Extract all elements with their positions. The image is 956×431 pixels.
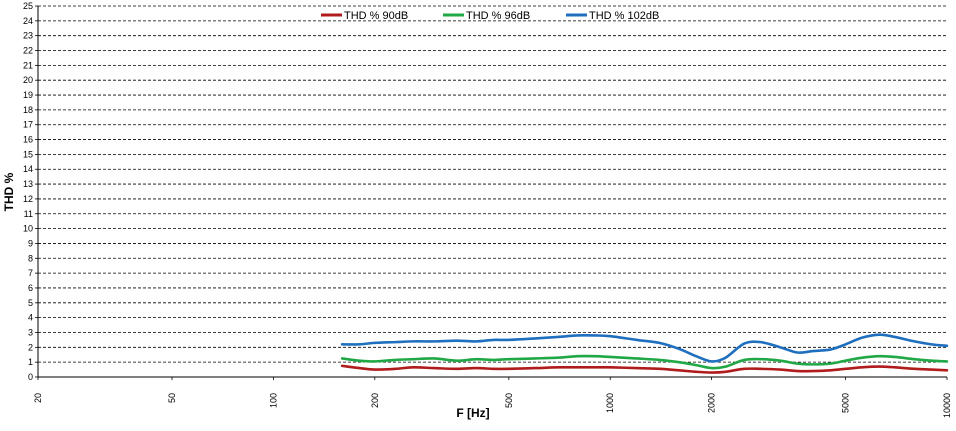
- legend-item-2: THD % 96dB: [443, 10, 530, 22]
- grid-lines: [38, 5, 947, 363]
- x-tick-label: 50: [167, 393, 177, 403]
- y-tick-label: 9: [28, 238, 33, 248]
- y-tick-label: 20: [23, 75, 33, 85]
- y-tick-label: 17: [23, 120, 33, 130]
- legend-item-1: THD % 90dB: [321, 10, 408, 22]
- axes: [37, 6, 947, 378]
- x-tick-label: 5000: [841, 393, 851, 413]
- legend-item-3: THD % 102dB: [566, 10, 659, 22]
- y-axis-title: THD %: [2, 172, 16, 211]
- series-line-3: [340, 333, 949, 363]
- y-tick-label: 6: [28, 283, 33, 293]
- x-axis-title: F [Hz]: [456, 406, 489, 420]
- y-axis-ticks: 0123456789101112131415161718192021222324…: [23, 1, 38, 382]
- x-tick-label: 500: [504, 393, 514, 408]
- y-tick-label: 24: [23, 16, 33, 26]
- y-tick-label: 14: [23, 164, 33, 174]
- x-tick-label: 200: [370, 393, 380, 408]
- x-tick-label: 1000: [605, 393, 615, 413]
- y-tick-label: 3: [28, 327, 33, 337]
- series-line-2: [340, 354, 949, 370]
- x-tick-label: 100: [268, 393, 278, 408]
- legend-label: THD % 102dB: [589, 10, 659, 22]
- y-tick-label: 5: [28, 298, 33, 308]
- series-lines: [340, 333, 949, 374]
- x-tick-label: 20: [33, 393, 43, 403]
- y-tick-label: 2: [28, 342, 33, 352]
- legend: THD % 90dB THD % 96dB THD % 102dB: [321, 10, 659, 22]
- y-tick-label: 7: [28, 268, 33, 278]
- y-tick-label: 1: [28, 357, 33, 367]
- y-tick-label: 21: [23, 60, 33, 70]
- y-tick-label: 10: [23, 224, 33, 234]
- y-tick-label: 23: [23, 31, 33, 41]
- y-tick-label: 11: [24, 209, 33, 219]
- y-tick-label: 19: [23, 90, 33, 100]
- y-tick-label: 25: [23, 1, 33, 11]
- series-line-1: [340, 364, 949, 374]
- y-tick-label: 16: [23, 135, 33, 145]
- y-tick-label: 12: [23, 194, 33, 204]
- y-tick-label: 13: [23, 179, 33, 189]
- x-axis-ticks: 20 50 100 200 500 1000 2000 5000 10000: [33, 377, 952, 418]
- y-tick-label: 15: [23, 149, 33, 159]
- legend-label: THD % 96dB: [466, 10, 530, 22]
- y-tick-label: 4: [28, 313, 33, 323]
- x-tick-label: 2000: [707, 393, 717, 413]
- y-tick-label: 18: [23, 105, 33, 115]
- y-tick-label: 8: [28, 253, 33, 263]
- y-tick-label: 0: [28, 372, 33, 382]
- y-tick-label: 22: [23, 46, 33, 56]
- x-tick-label: 10000: [942, 393, 952, 418]
- legend-label: THD % 90dB: [344, 10, 408, 22]
